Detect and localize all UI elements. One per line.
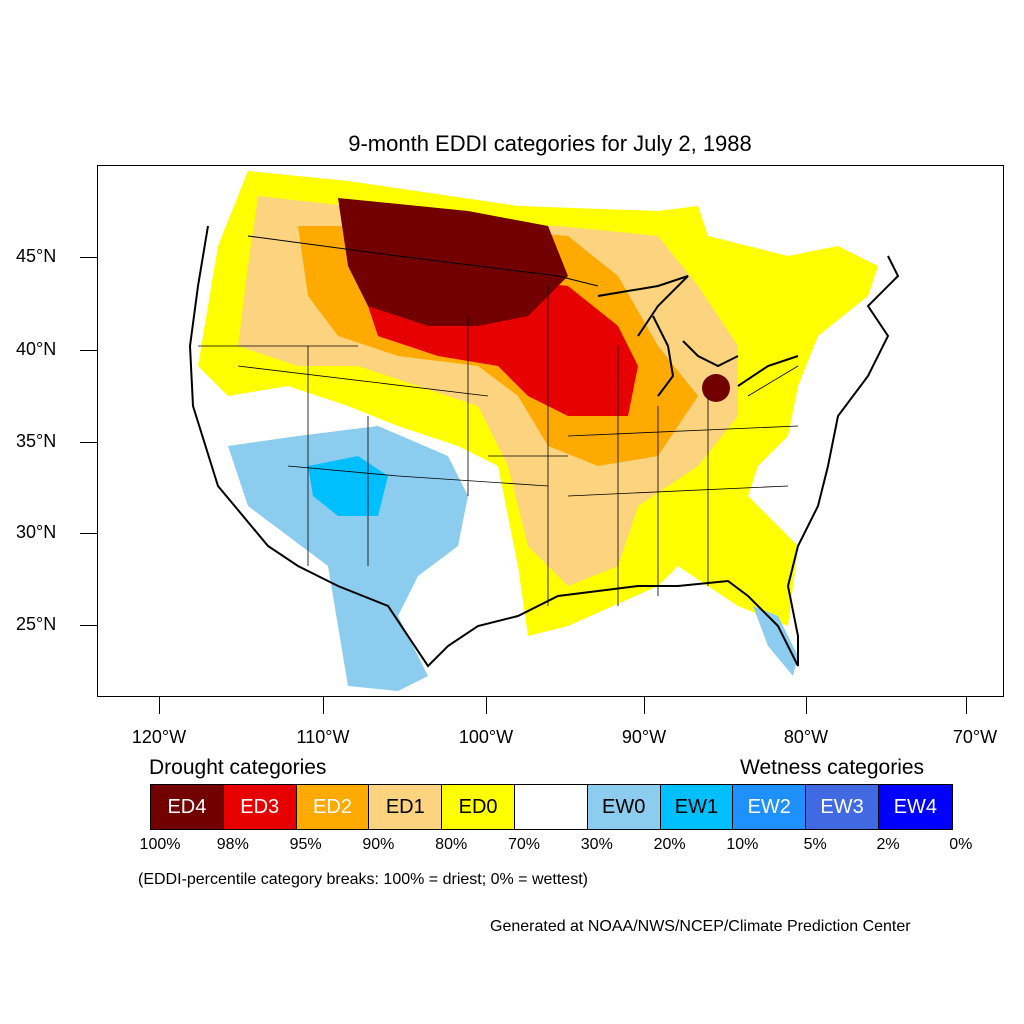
percentile-label: 80%: [435, 836, 468, 853]
legend-swatch-ed3: ED3: [223, 785, 297, 829]
map-title: 9-month EDDI categories for July 2, 1988: [348, 131, 752, 156]
region-ed4: [338, 198, 568, 326]
percentile-label: 2%: [876, 836, 900, 853]
percentile-label: 90%: [362, 836, 395, 853]
lon-tick: [323, 697, 324, 714]
region-ew0-florida: [753, 606, 798, 676]
lat-tick: [80, 350, 97, 351]
lon-tick: [966, 697, 967, 714]
legend-swatch-ew4: EW4: [878, 785, 952, 829]
wetness-heading: Wetness categories: [740, 756, 925, 779]
eddi-map: [188, 171, 900, 691]
legend-swatch-ed0: ED0: [442, 785, 515, 829]
canada-border: [247, 235, 599, 287]
lat-tick: [80, 533, 97, 534]
legend-swatch-ew3: EW3: [806, 785, 879, 829]
lat-label-35: 35°N: [16, 431, 57, 451]
lat-label-25: 25°N: [16, 614, 57, 634]
lon-label-100: 100°W: [458, 727, 514, 747]
legend-swatch-ed4: ED4: [151, 785, 224, 829]
region-ed4-michigan: [702, 374, 730, 402]
lon-tick: [644, 697, 645, 714]
legend-swatch-ew2: EW2: [733, 785, 807, 829]
percentile-label: 0%: [949, 836, 973, 853]
lon-label-90: 90°W: [621, 727, 667, 747]
credit-text: Generated at NOAA/NWS/NCEP/Climate Predi…: [490, 918, 911, 935]
lon-tick: [159, 697, 160, 714]
lon-tick: [486, 697, 487, 714]
lon-label-120: 120°W: [131, 727, 187, 747]
percentile-label: 20%: [653, 836, 686, 853]
great-lakes: [597, 275, 799, 397]
lat-label-30: 30°N: [16, 522, 57, 542]
lon-label-70: 70°W: [952, 727, 998, 747]
legend-bar: ED4 ED3 ED2 ED1 ED0 EW0 EW1 EW2 EW3 EW4: [150, 784, 953, 830]
percentile-label: 5%: [803, 836, 827, 853]
lat-label-40: 40°N: [16, 339, 57, 359]
lon-label-110: 110°W: [296, 727, 350, 747]
region-ew0: [228, 426, 468, 691]
lat-tick: [80, 257, 97, 258]
legend-swatch-ew1: EW1: [660, 785, 734, 829]
lat-label-45: 45°N: [16, 246, 57, 266]
percentile-label: 10%: [726, 836, 759, 853]
percentile-label: 95%: [289, 836, 322, 853]
lat-tick: [80, 625, 97, 626]
legend-swatch-neutral: [514, 785, 588, 829]
percentile-label: 100%: [139, 836, 181, 853]
drought-heading: Drought categories: [149, 756, 327, 779]
legend-swatch-ed1: ED1: [369, 785, 443, 829]
percentile-label: 98%: [216, 836, 249, 853]
percentile-label: 70%: [507, 836, 541, 853]
legend-swatch-ew0: EW0: [587, 785, 661, 829]
percentile-label: 30%: [580, 836, 613, 853]
category-note: (EDDI-percentile category breaks: 100% =…: [138, 871, 588, 888]
lon-tick: [806, 697, 807, 714]
state-lines: [198, 286, 799, 606]
lat-tick: [80, 442, 97, 443]
legend-swatch-ed2: ED2: [296, 785, 370, 829]
lon-label-80: 80°W: [783, 727, 829, 747]
map-panel: [97, 165, 1004, 697]
